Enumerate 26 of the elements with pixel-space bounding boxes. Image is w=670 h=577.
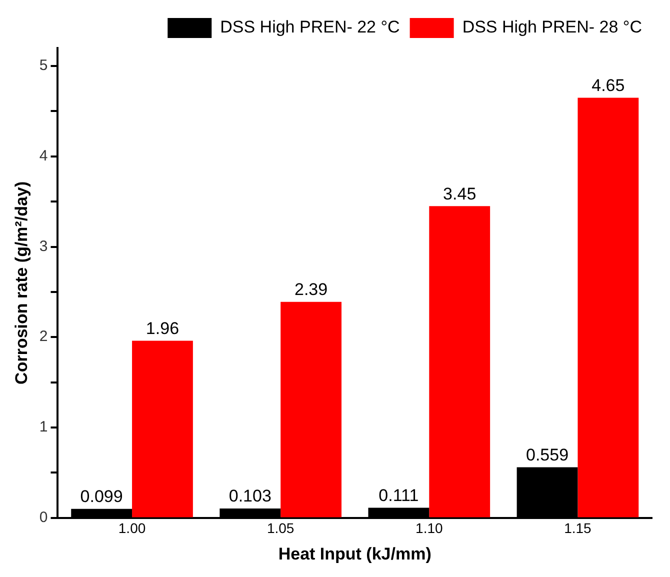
y-tick-label: 5 [39,57,48,74]
bar [132,340,193,518]
x-tick-label: 1.00 [118,520,146,536]
data-label: 3.45 [443,184,476,204]
data-label: 0.559 [526,445,569,464]
data-label: 0.103 [228,486,272,506]
y-tick-label: 0 [39,508,48,526]
data-label: 4.65 [592,76,625,95]
data-label: 0.099 [80,487,123,506]
bar [429,206,490,518]
x-tick-label: 1.05 [266,520,294,536]
bar [578,98,639,518]
y-tick-label: 4 [39,148,48,165]
x-tick-label: 1.15 [564,520,592,536]
legend-label: DSS High PREN- 22 °C [220,18,400,37]
y-tick-label: 3 [39,238,48,255]
y-tick-label: 2 [39,328,48,346]
x-tick-label: 1.10 [416,520,443,536]
legend-label: DSS High PREN- 28 °C [462,18,642,37]
x-axis-title: Heat Input (kJ/mm) [278,544,432,564]
data-label: 0.111 [378,486,419,505]
y-tick-label: 1 [39,418,48,436]
y-axis-title: Corrosion rate (g/m²/day) [12,181,31,384]
data-label: 1.96 [146,318,180,338]
data-label: 2.39 [294,280,328,300]
bar [280,302,342,518]
